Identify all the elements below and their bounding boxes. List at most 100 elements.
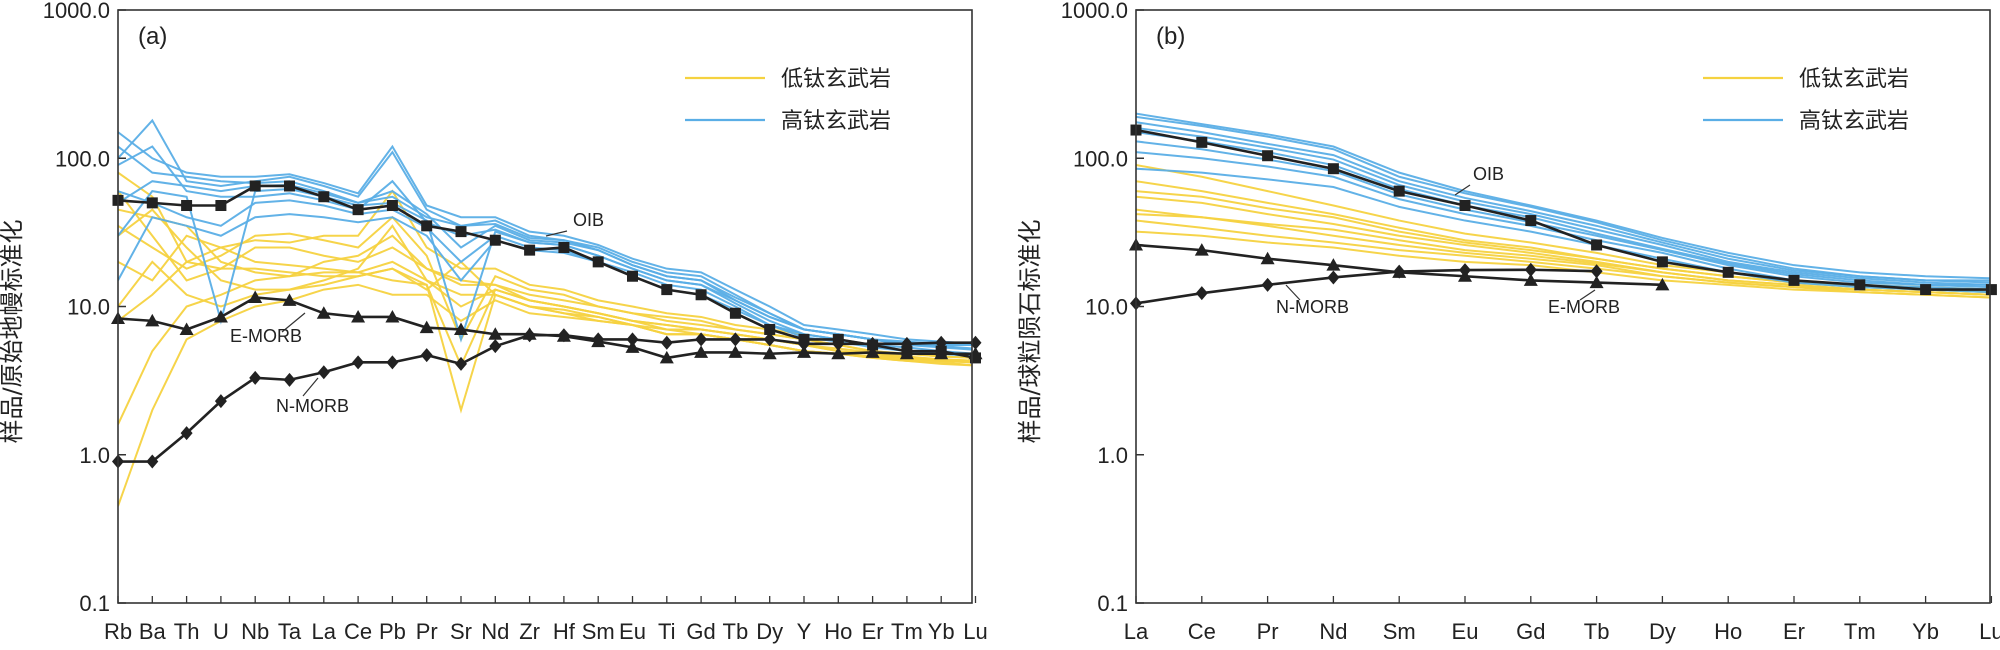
e-morb-marker	[248, 290, 263, 304]
e-morb-marker	[625, 340, 640, 353]
plot-frame	[117, 9, 973, 604]
oib-marker	[1854, 279, 1866, 291]
annotation-oib: OIB	[573, 210, 604, 230]
e-morb-marker	[1194, 243, 1209, 256]
high-ti-basalt-line	[118, 131, 972, 345]
e-morb-marker	[899, 346, 914, 360]
n-morb-marker	[626, 332, 639, 347]
oib-marker	[1327, 163, 1339, 175]
e-morb-marker	[282, 293, 297, 306]
x-category-label: U	[213, 619, 229, 644]
oib-marker	[1788, 274, 1800, 286]
e-morb-marker	[488, 327, 503, 340]
oib-marker	[1262, 150, 1274, 162]
high-ti-basalt-line	[1136, 115, 1990, 282]
e-morb-marker	[1260, 251, 1275, 265]
high-ti-basalt-line	[118, 213, 972, 358]
y-axis-label: 样品/原始地幔标准化	[0, 219, 26, 443]
sample-lines	[118, 118, 972, 507]
n-morb-line	[1135, 268, 1597, 305]
y-tick-label: 1.0	[79, 443, 110, 468]
e-morb-marker	[454, 322, 468, 335]
annotation-n-morb: N-MORB	[276, 396, 349, 416]
x-category-label: Ho	[1714, 619, 1742, 644]
oib-marker	[764, 323, 776, 335]
x-category-label: Sr	[450, 619, 472, 644]
n-morb-marker	[935, 335, 948, 350]
oib-marker	[558, 242, 570, 254]
x-category-label: Tm	[1844, 619, 1876, 644]
annotation-leader	[1579, 289, 1596, 301]
high-ti-basalt-line	[1136, 131, 1990, 286]
n-morb-marker	[1524, 262, 1537, 277]
high-ti-basalt-line	[1136, 167, 1990, 294]
high-ti-basalt-line	[1136, 112, 1990, 280]
n-morb-marker	[317, 365, 330, 380]
oib-marker	[1591, 239, 1603, 251]
high-ti-basalt-line	[1136, 140, 1990, 289]
x-category-label: Er	[862, 619, 884, 644]
e-morb-marker	[419, 320, 434, 334]
high-ti-basalt-line	[118, 180, 972, 350]
x-category-label: Rb	[104, 619, 132, 644]
low-ti-basalt-line	[1136, 213, 1990, 296]
x-category-label: Lu	[1979, 619, 2000, 644]
n-morb-marker	[420, 348, 433, 363]
e-morb-marker	[1326, 258, 1341, 271]
x-category-label: Yb	[1912, 619, 1939, 644]
x-category-label: Sm	[1383, 619, 1416, 644]
n-morb-marker	[660, 335, 673, 350]
legend-label: 低钛玄武岩	[781, 67, 891, 92]
high-ti-basalt-line	[1136, 126, 1990, 286]
annotation-leader	[281, 312, 306, 333]
oib-marker	[627, 270, 638, 282]
n-morb-marker	[146, 454, 159, 469]
y-tick-label: 1000.0	[43, 0, 110, 23]
oib-marker	[1393, 185, 1405, 197]
oib-marker	[284, 180, 295, 192]
e-morb-marker	[145, 313, 160, 327]
x-category-label: Pr	[416, 619, 438, 644]
x-category-label: Ce	[1188, 619, 1216, 644]
n-morb-marker	[729, 332, 742, 347]
annotation-leader	[545, 230, 568, 237]
e-morb-marker	[694, 345, 709, 358]
oib-marker	[695, 289, 707, 301]
x-category-label: Nb	[241, 619, 269, 644]
n-morb-marker	[695, 332, 708, 347]
x-category-label: Ho	[824, 619, 852, 644]
panel-label: (b)	[1156, 23, 1185, 50]
y-tick-label: 1000.0	[1061, 0, 1128, 23]
n-morb-marker	[798, 336, 810, 351]
y-tick-label: 0.1	[1097, 591, 1128, 616]
x-category-label: La	[1124, 619, 1149, 644]
n-morb-marker	[900, 336, 913, 351]
low-ti-basalt-line	[118, 283, 972, 507]
e-morb-marker	[1523, 273, 1538, 286]
n-morb-marker	[386, 355, 399, 370]
oib-marker	[592, 256, 604, 268]
oib-marker	[386, 200, 398, 212]
n-morb-marker	[283, 372, 296, 387]
oib-marker	[181, 200, 193, 212]
e-morb-marker	[831, 346, 846, 360]
y-tick-label: 100.0	[1073, 146, 1128, 171]
e-morb-marker	[351, 309, 366, 323]
annotation-e-morb: E-MORB	[230, 326, 302, 346]
y-tick-label: 10.0	[67, 295, 110, 320]
oib-marker	[352, 204, 364, 216]
n-morb-marker	[557, 328, 570, 343]
annotation-oib: OIB	[1473, 164, 1504, 184]
e-morb-marker	[865, 345, 880, 358]
sample-lines	[1136, 112, 1990, 299]
y-tick-label: 10.0	[1085, 295, 1128, 320]
legend-label: 低钛玄武岩	[1799, 67, 1909, 92]
oib-line	[1135, 128, 1992, 291]
e-morb-marker	[1655, 277, 1670, 291]
x-category-label: Dy	[1649, 619, 1676, 644]
x-category-label: Eu	[1452, 619, 1479, 644]
oib-marker	[455, 226, 467, 238]
x-category-label: Y	[797, 619, 812, 644]
oib-marker	[661, 284, 673, 296]
